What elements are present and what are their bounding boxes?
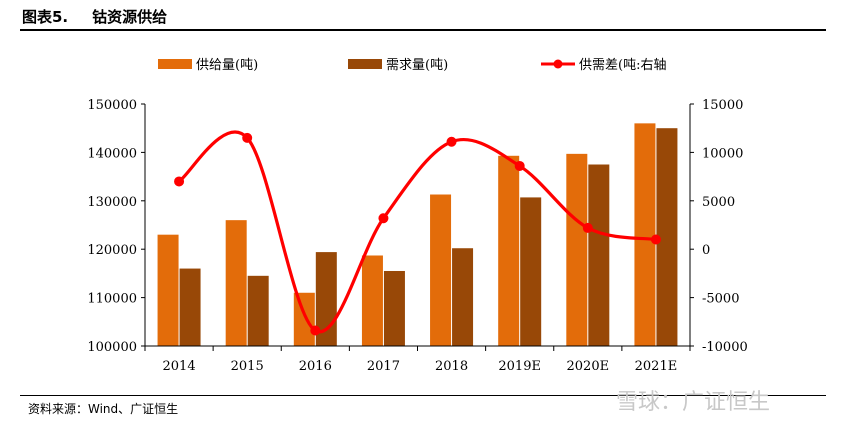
supply-bar [157, 234, 179, 346]
demand-bar [656, 128, 678, 346]
title-divider [20, 29, 826, 31]
x-tick-label: 2021E [635, 359, 678, 374]
demand-bar [520, 197, 542, 346]
x-tick-label: 2019E [498, 359, 541, 374]
balance-point [378, 213, 389, 224]
x-tick-label: 2020E [567, 359, 610, 374]
legend-marker [553, 59, 563, 69]
supply-bar [634, 123, 656, 346]
supply-bar [498, 155, 520, 346]
left-tick-label: 150000 [87, 98, 137, 113]
legend-label: 供给量(吨) [196, 58, 258, 73]
supply-bar [430, 194, 452, 346]
bars-group [157, 123, 678, 346]
left-tick-label: 130000 [87, 195, 137, 210]
right-axis: -10000 -5000 0 5000 10000 15000 [689, 98, 748, 355]
figure-label: 图表5. [22, 8, 69, 26]
x-tick-label: 2016 [299, 359, 332, 374]
right-tick-label: -5000 [702, 292, 739, 307]
balance-point [650, 234, 661, 245]
right-tick-label: 5000 [702, 195, 735, 210]
right-tick-label: 15000 [702, 98, 743, 113]
balance-point [310, 325, 321, 336]
figure-title: 图表5. 钴资源供给 [22, 6, 167, 27]
supply-bar [225, 220, 247, 346]
watermark: 雪球：广证恒生 [616, 390, 771, 415]
legend-swatch [158, 59, 192, 69]
demand-bar [247, 275, 269, 346]
balance-point [242, 132, 253, 143]
balance-line-group [174, 130, 661, 336]
supply-bar [293, 292, 315, 346]
balance-point [446, 136, 457, 147]
legend: 供给量(吨) 需求量(吨) 供需差(吨:右轴 [158, 58, 666, 73]
x-axis: 2014 2015 2016 2017 2018 2019E 2020E 2021E [144, 345, 691, 374]
legend-label: 需求量(吨) [386, 58, 448, 73]
supply-bar [566, 153, 588, 346]
left-tick-label: 140000 [87, 146, 137, 161]
balance-point [174, 176, 185, 187]
source-note: 资料来源：Wind、广证恒生 [28, 402, 179, 416]
right-tick-label: 10000 [702, 146, 743, 161]
right-tick-label: -10000 [702, 340, 748, 355]
demand-bar [452, 248, 474, 346]
x-tick-label: 2017 [367, 359, 400, 374]
demand-bar [383, 270, 405, 346]
legend-label: 供需差(吨:右轴 [579, 58, 666, 73]
left-tick-label: 100000 [87, 340, 137, 355]
footer-divider [20, 395, 826, 396]
balance-point [514, 160, 525, 171]
demand-bar [588, 164, 610, 346]
chart-title: 钴资源供给 [92, 8, 168, 26]
x-tick-label: 2015 [231, 359, 264, 374]
balance-point [582, 222, 593, 233]
x-tick-label: 2018 [435, 359, 468, 374]
left-axis: 100000 110000 120000 130000 140000 150000 [87, 98, 146, 355]
left-tick-label: 110000 [87, 292, 137, 307]
x-tick-label: 2014 [163, 359, 196, 374]
demand-bar [179, 268, 201, 346]
legend-swatch [348, 59, 382, 69]
left-tick-label: 120000 [87, 243, 137, 258]
supply-bar [361, 255, 383, 346]
right-tick-label: 0 [702, 243, 710, 258]
